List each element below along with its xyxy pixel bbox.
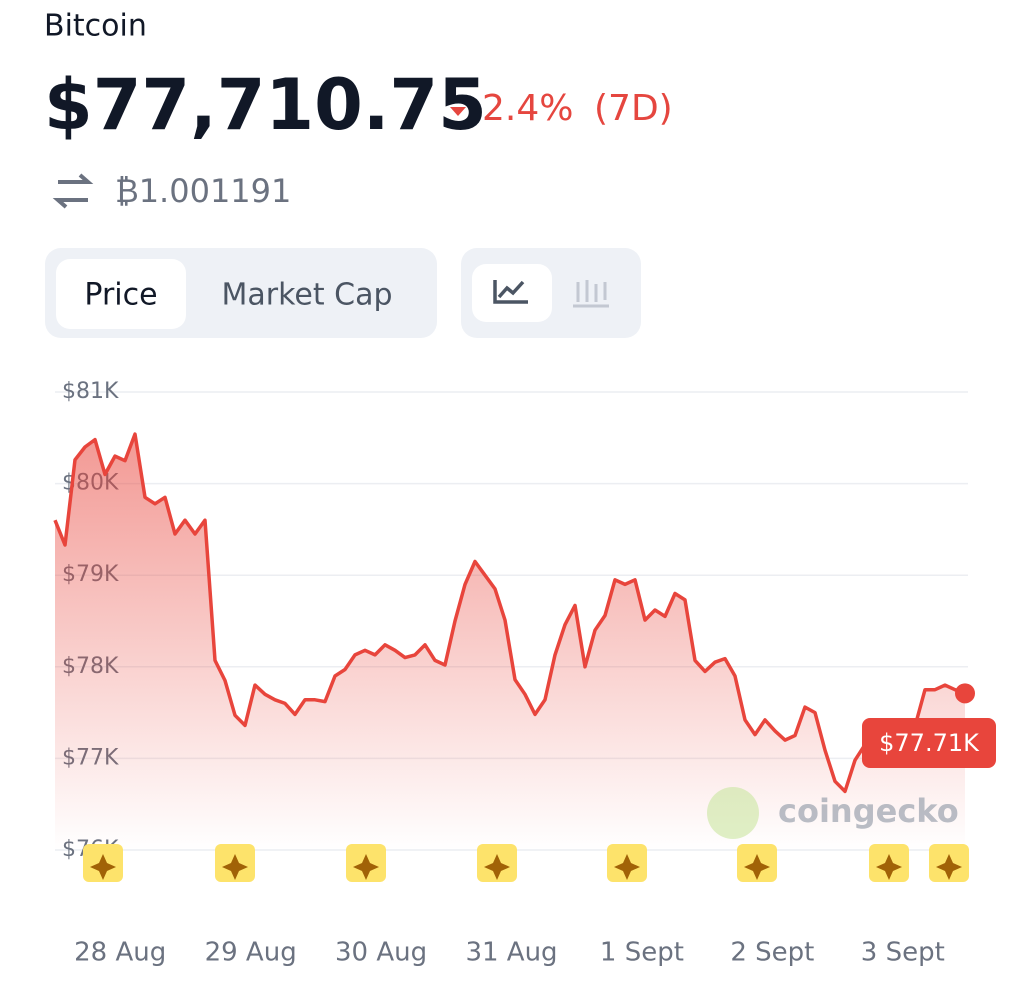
event-star <box>353 854 379 880</box>
candle-icon[interactable] <box>573 280 609 308</box>
current-label: $77.71K <box>879 729 980 757</box>
line-icon <box>493 280 528 304</box>
area <box>55 434 965 850</box>
x-tick-label: 2 Sept <box>730 938 814 968</box>
event-star <box>614 854 640 880</box>
price-change: 2.4% <box>482 88 573 129</box>
x-tick-label: 3 Sept <box>861 938 945 968</box>
tab-active-bg <box>56 259 186 329</box>
event-star <box>876 854 902 880</box>
logo <box>707 787 759 839</box>
y-tick-label: $81K <box>62 379 119 404</box>
x-tick-label: 29 Aug <box>205 938 297 968</box>
x-tick-label: 30 Aug <box>335 938 427 968</box>
current-label-bg <box>862 718 996 768</box>
down-arrow <box>450 107 466 116</box>
watermark: coingecko <box>778 792 959 830</box>
event-star <box>484 854 510 880</box>
event-star <box>222 854 248 880</box>
tab[interactable]: Price <box>84 278 157 313</box>
swap-icon <box>52 173 94 209</box>
price: $77,710.75 <box>44 64 487 146</box>
event-star <box>90 854 116 880</box>
event-star <box>744 854 770 880</box>
x-tick-label: 28 Aug <box>74 938 166 968</box>
tab[interactable]: Market Cap <box>221 278 392 313</box>
change-period: (7D) <box>594 88 673 129</box>
x-tick-label: 31 Aug <box>465 938 557 968</box>
x-tick-label: 1 Sept <box>600 938 684 968</box>
coin-name: Bitcoin <box>44 9 147 44</box>
event-star <box>936 854 962 880</box>
price-line <box>53 432 966 794</box>
current-dot <box>955 683 975 704</box>
btc-price: ₿1.001191 <box>115 172 291 210</box>
